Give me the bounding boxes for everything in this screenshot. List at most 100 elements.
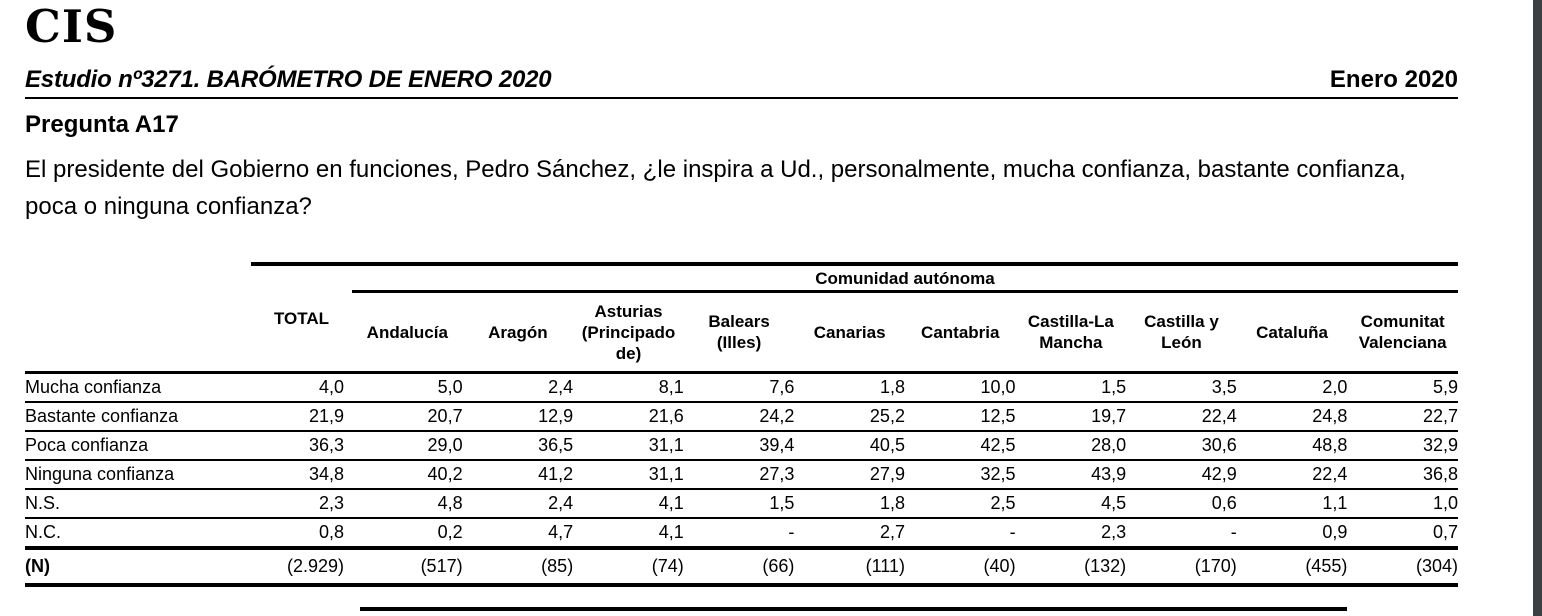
cell-value: (304) [1347, 546, 1458, 587]
cell-value: 25,2 [794, 402, 905, 432]
cell-value: 5,9 [1347, 372, 1458, 403]
column-header: Comunitat Valenciana [1347, 291, 1458, 374]
cell-value: 0,7 [1347, 518, 1458, 549]
cell-value: 0,9 [1236, 518, 1348, 549]
cell-value: 1,1 [1236, 489, 1348, 519]
cell-value: 41,2 [462, 460, 574, 490]
table-row: Poca confianza 36,3 29,0 36,5 31,1 39,4 40,5 42… [25, 431, 1458, 461]
cell-value: 36,8 [1347, 460, 1458, 490]
cell-value: 40,2 [352, 460, 463, 490]
cell-value: 42,5 [904, 431, 1016, 461]
group-header-row: TOTAL Comunidad autónoma [25, 262, 1458, 374]
cell-value: (2.929) [251, 546, 352, 587]
cell-value: 10,0 [904, 372, 1016, 403]
cell-value: 12,5 [904, 402, 1016, 432]
cell-value: 1,8 [794, 372, 905, 403]
cell-value: 21,6 [573, 402, 684, 432]
date-label: Enero 2020 [1329, 66, 1458, 93]
cell-value: 1,0 [1347, 489, 1458, 519]
cell-value: 4,1 [573, 489, 684, 519]
cell-value: - [1126, 518, 1237, 549]
cell-value: 5,0 [352, 372, 463, 403]
cell-value: 1,5 [1015, 372, 1127, 403]
row-label: (N) [25, 546, 251, 587]
cell-value: (74) [573, 546, 684, 587]
column-header: Castilla y León [1126, 291, 1237, 374]
cell-value: 39,4 [683, 431, 795, 461]
corner-cell [25, 264, 251, 374]
question-id: Pregunta A17 [25, 111, 179, 138]
cell-value: 8,1 [573, 372, 684, 403]
row-label: Poca confianza [25, 431, 251, 461]
cell-value: 4,7 [462, 518, 574, 549]
cell-value: 20,7 [352, 402, 463, 432]
column-header-total: TOTAL [251, 262, 352, 374]
cell-value: 4,8 [352, 489, 463, 519]
column-header: Aragón [462, 291, 574, 374]
cell-value: 40,5 [794, 431, 905, 461]
results-table: TOTAL Comunidad autónoma Andalucía Aragón… [25, 262, 1458, 587]
cell-value: 48,8 [1236, 431, 1348, 461]
cell-value: 28,0 [1015, 431, 1127, 461]
cell-value: 2,3 [1015, 518, 1127, 549]
cell-value: 1,8 [794, 489, 905, 519]
cell-value: 30,6 [1126, 431, 1237, 461]
cell-value: 3,5 [1126, 372, 1237, 403]
column-header: Castilla-La Mancha [1015, 291, 1127, 374]
cell-value: 31,1 [573, 460, 684, 490]
cell-value: 21,9 [251, 402, 352, 432]
cell-value: 19,7 [1015, 402, 1127, 432]
column-header: Cantabria [904, 291, 1016, 374]
cell-value: 27,9 [794, 460, 905, 490]
table-row: N.C. 0,8 0,2 4,7 4,1-2,7-2,3-0,9 0,7 [25, 518, 1458, 549]
cell-value: 24,2 [683, 402, 795, 432]
next-table-top-rule [360, 607, 1347, 611]
cell-value: - [683, 518, 795, 549]
table-body: Mucha confianza 4,0 5,0 2,4 8,1 7,6 1,8 10,0 1,5… [25, 372, 1458, 587]
column-header: Andalucía [352, 291, 463, 374]
cell-value: 32,9 [1347, 431, 1458, 461]
cell-value: 22,4 [1236, 460, 1348, 490]
cell-value: (40) [904, 546, 1016, 587]
cell-value: 42,9 [1126, 460, 1237, 490]
cell-value: 12,9 [462, 402, 574, 432]
cell-value: 2,0 [1236, 372, 1348, 403]
table-row: Ninguna confianza 34,8 40,2 41,2 31,1 27,3 27,… [25, 460, 1458, 490]
cell-value: 32,5 [904, 460, 1016, 490]
cell-value: 2,5 [904, 489, 1016, 519]
cell-value: (455) [1236, 546, 1348, 587]
cell-value: 0,6 [1126, 489, 1237, 519]
cell-value: 36,3 [251, 431, 352, 461]
cell-value: 7,6 [683, 372, 795, 403]
row-label: N.S. [25, 489, 251, 519]
cell-value: 24,8 [1236, 402, 1348, 432]
cell-value: 2,4 [462, 372, 574, 403]
group-header: Comunidad autónoma [352, 262, 1458, 293]
cell-value: 22,7 [1347, 402, 1458, 432]
cell-value: 1,5 [683, 489, 795, 519]
cell-value: (517) [352, 546, 463, 587]
table-row: Mucha confianza 4,0 5,0 2,4 8,1 7,6 1,8 10,0 1,5… [25, 372, 1458, 403]
cell-value: (132) [1015, 546, 1127, 587]
cell-value: 34,8 [251, 460, 352, 490]
cell-value: 0,8 [251, 518, 352, 549]
header-rule [25, 97, 1458, 99]
row-label: Ninguna confianza [25, 460, 251, 490]
cell-value: 0,2 [352, 518, 463, 549]
cell-value: 29,0 [352, 431, 463, 461]
question-text: El presidente del Gobierno en funciones,… [25, 156, 1406, 220]
cell-value: (111) [794, 546, 905, 587]
cell-value: 22,4 [1126, 402, 1237, 432]
cell-value: (66) [683, 546, 795, 587]
cell-value: (170) [1126, 546, 1237, 587]
cell-value: 2,7 [794, 518, 905, 549]
cell-value: 4,5 [1015, 489, 1127, 519]
table-row: Bastante confianza 21,9 20,7 12,9 21,6 24,2 25… [25, 402, 1458, 432]
cell-value: 43,9 [1015, 460, 1127, 490]
column-header: Cataluña [1236, 291, 1348, 374]
study-title: Estudio nº3271. BARÓMETRO DE ENERO 2020 [25, 66, 552, 93]
cell-value: - [904, 518, 1016, 549]
cis-logo: CIS [25, 0, 118, 53]
cell-value: 4,1 [573, 518, 684, 549]
table-row: (N) (2.929) (517) (85) (74) (66) (111) (40) (132… [25, 546, 1458, 587]
